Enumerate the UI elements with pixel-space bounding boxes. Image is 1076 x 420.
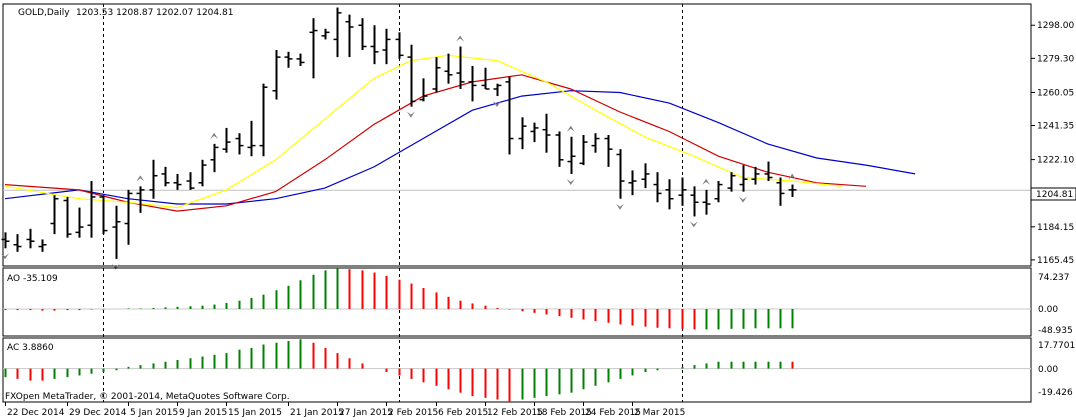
- fractal-down-arrow: [111, 263, 120, 270]
- time-axis-tick-label: 2 Feb 2015: [388, 408, 438, 418]
- time-axis-tick-label: 27 Jan 2015: [339, 408, 393, 418]
- ohlc-readout: 1203.53 1208.87 1202.07 1204.81: [76, 8, 233, 18]
- ao-axis-top: 74.237: [1038, 273, 1070, 283]
- current-price-box: [1030, 187, 1076, 201]
- time-axis-tick-label: 24 Feb 2015: [585, 408, 641, 418]
- fractal-down-arrow: [493, 101, 501, 108]
- pane-frame: [2, 267, 1032, 337]
- ac-indicator-label: AC 3.8860: [7, 343, 54, 353]
- pane-frame: [2, 3, 1032, 267]
- ac-axis-zero: 0.00: [1038, 365, 1058, 375]
- fractal-up-arrow: [702, 178, 711, 185]
- ao-axis-bottom: -48.935: [1038, 326, 1073, 336]
- ma-blue-line: [4, 90, 916, 205]
- fractal-up-arrow: [136, 175, 145, 182]
- fractal-up-arrow: [210, 132, 219, 139]
- price-axis-tick-label: 1298.00: [1037, 21, 1074, 31]
- fractal-up-arrow: [456, 35, 465, 42]
- time-axis-tick-label: 18 Feb 2015: [536, 408, 592, 418]
- ac-axis-top: 17.7701: [1038, 341, 1075, 351]
- time-axis-tick-label: 5 Jan 2015: [130, 408, 178, 418]
- time-axis-tick-label: 21 Jan 2015: [290, 408, 344, 418]
- price-axis-tick-label: 1279.30: [1037, 54, 1074, 64]
- price-axis-tick-label: 1165.45: [1037, 256, 1074, 266]
- chart-title-label: GOLD,Daily: [18, 8, 70, 18]
- fractal-up-arrow: [566, 125, 575, 132]
- time-axis-tick-label: 12 Feb 2015: [487, 408, 543, 418]
- time-axis-tick-label: 15 Jan 2015: [228, 408, 282, 418]
- ma-red-line: [4, 74, 867, 212]
- time-axis-tick-label: 22 Dec 2014: [7, 408, 65, 418]
- current-price-label: 1204.81: [1036, 190, 1073, 200]
- fractal-down-arrow: [739, 196, 747, 203]
- ao-indicator-label: AO -35.109: [7, 274, 58, 284]
- ma-yellow-line: [4, 54, 842, 209]
- fractal-down-arrow: [1, 253, 9, 260]
- price-pane[interactable]: 1298.00 1279.30 1260.05 1241.35 1222.10 1203.…: [1, 3, 1074, 402]
- price-axis-tick-label: 1184.15: [1037, 223, 1074, 233]
- pane-frame: [2, 337, 1032, 403]
- price-axis-tick-label: 1241.35: [1037, 122, 1074, 132]
- time-axis-tick-label: 6 Feb 2015: [438, 408, 488, 418]
- time-axis-tick-label: 2 Mar 2015: [634, 408, 685, 418]
- price-axis-tick-label: 1260.05: [1037, 88, 1074, 98]
- price-axis-tick-label: 1222.10: [1037, 156, 1074, 166]
- ac-axis-bottom: -19.426: [1038, 388, 1073, 398]
- fractal-up-arrow: [788, 173, 797, 180]
- time-axis: 22 Dec 2014 29 Dec 2014 5 Jan 2015 9 Jan 20…: [5, 402, 685, 418]
- fractal-down-arrow: [566, 178, 575, 185]
- time-axis-tick-label: 9 Jan 2015: [179, 408, 227, 418]
- ac-pane[interactable]: [2, 337, 1032, 403]
- time-axis-tick-label: 29 Dec 2014: [69, 408, 127, 418]
- ao-pane[interactable]: [2, 267, 1032, 337]
- fractal-down-arrow: [689, 221, 698, 228]
- fractal-down-arrow: [616, 203, 624, 210]
- ao-axis-zero: 0.00: [1038, 305, 1058, 315]
- fractal-down-arrow: [406, 111, 415, 118]
- copyright-text: FXOpen MetaTrader, © 2001-2014, MetaQuot…: [5, 392, 290, 402]
